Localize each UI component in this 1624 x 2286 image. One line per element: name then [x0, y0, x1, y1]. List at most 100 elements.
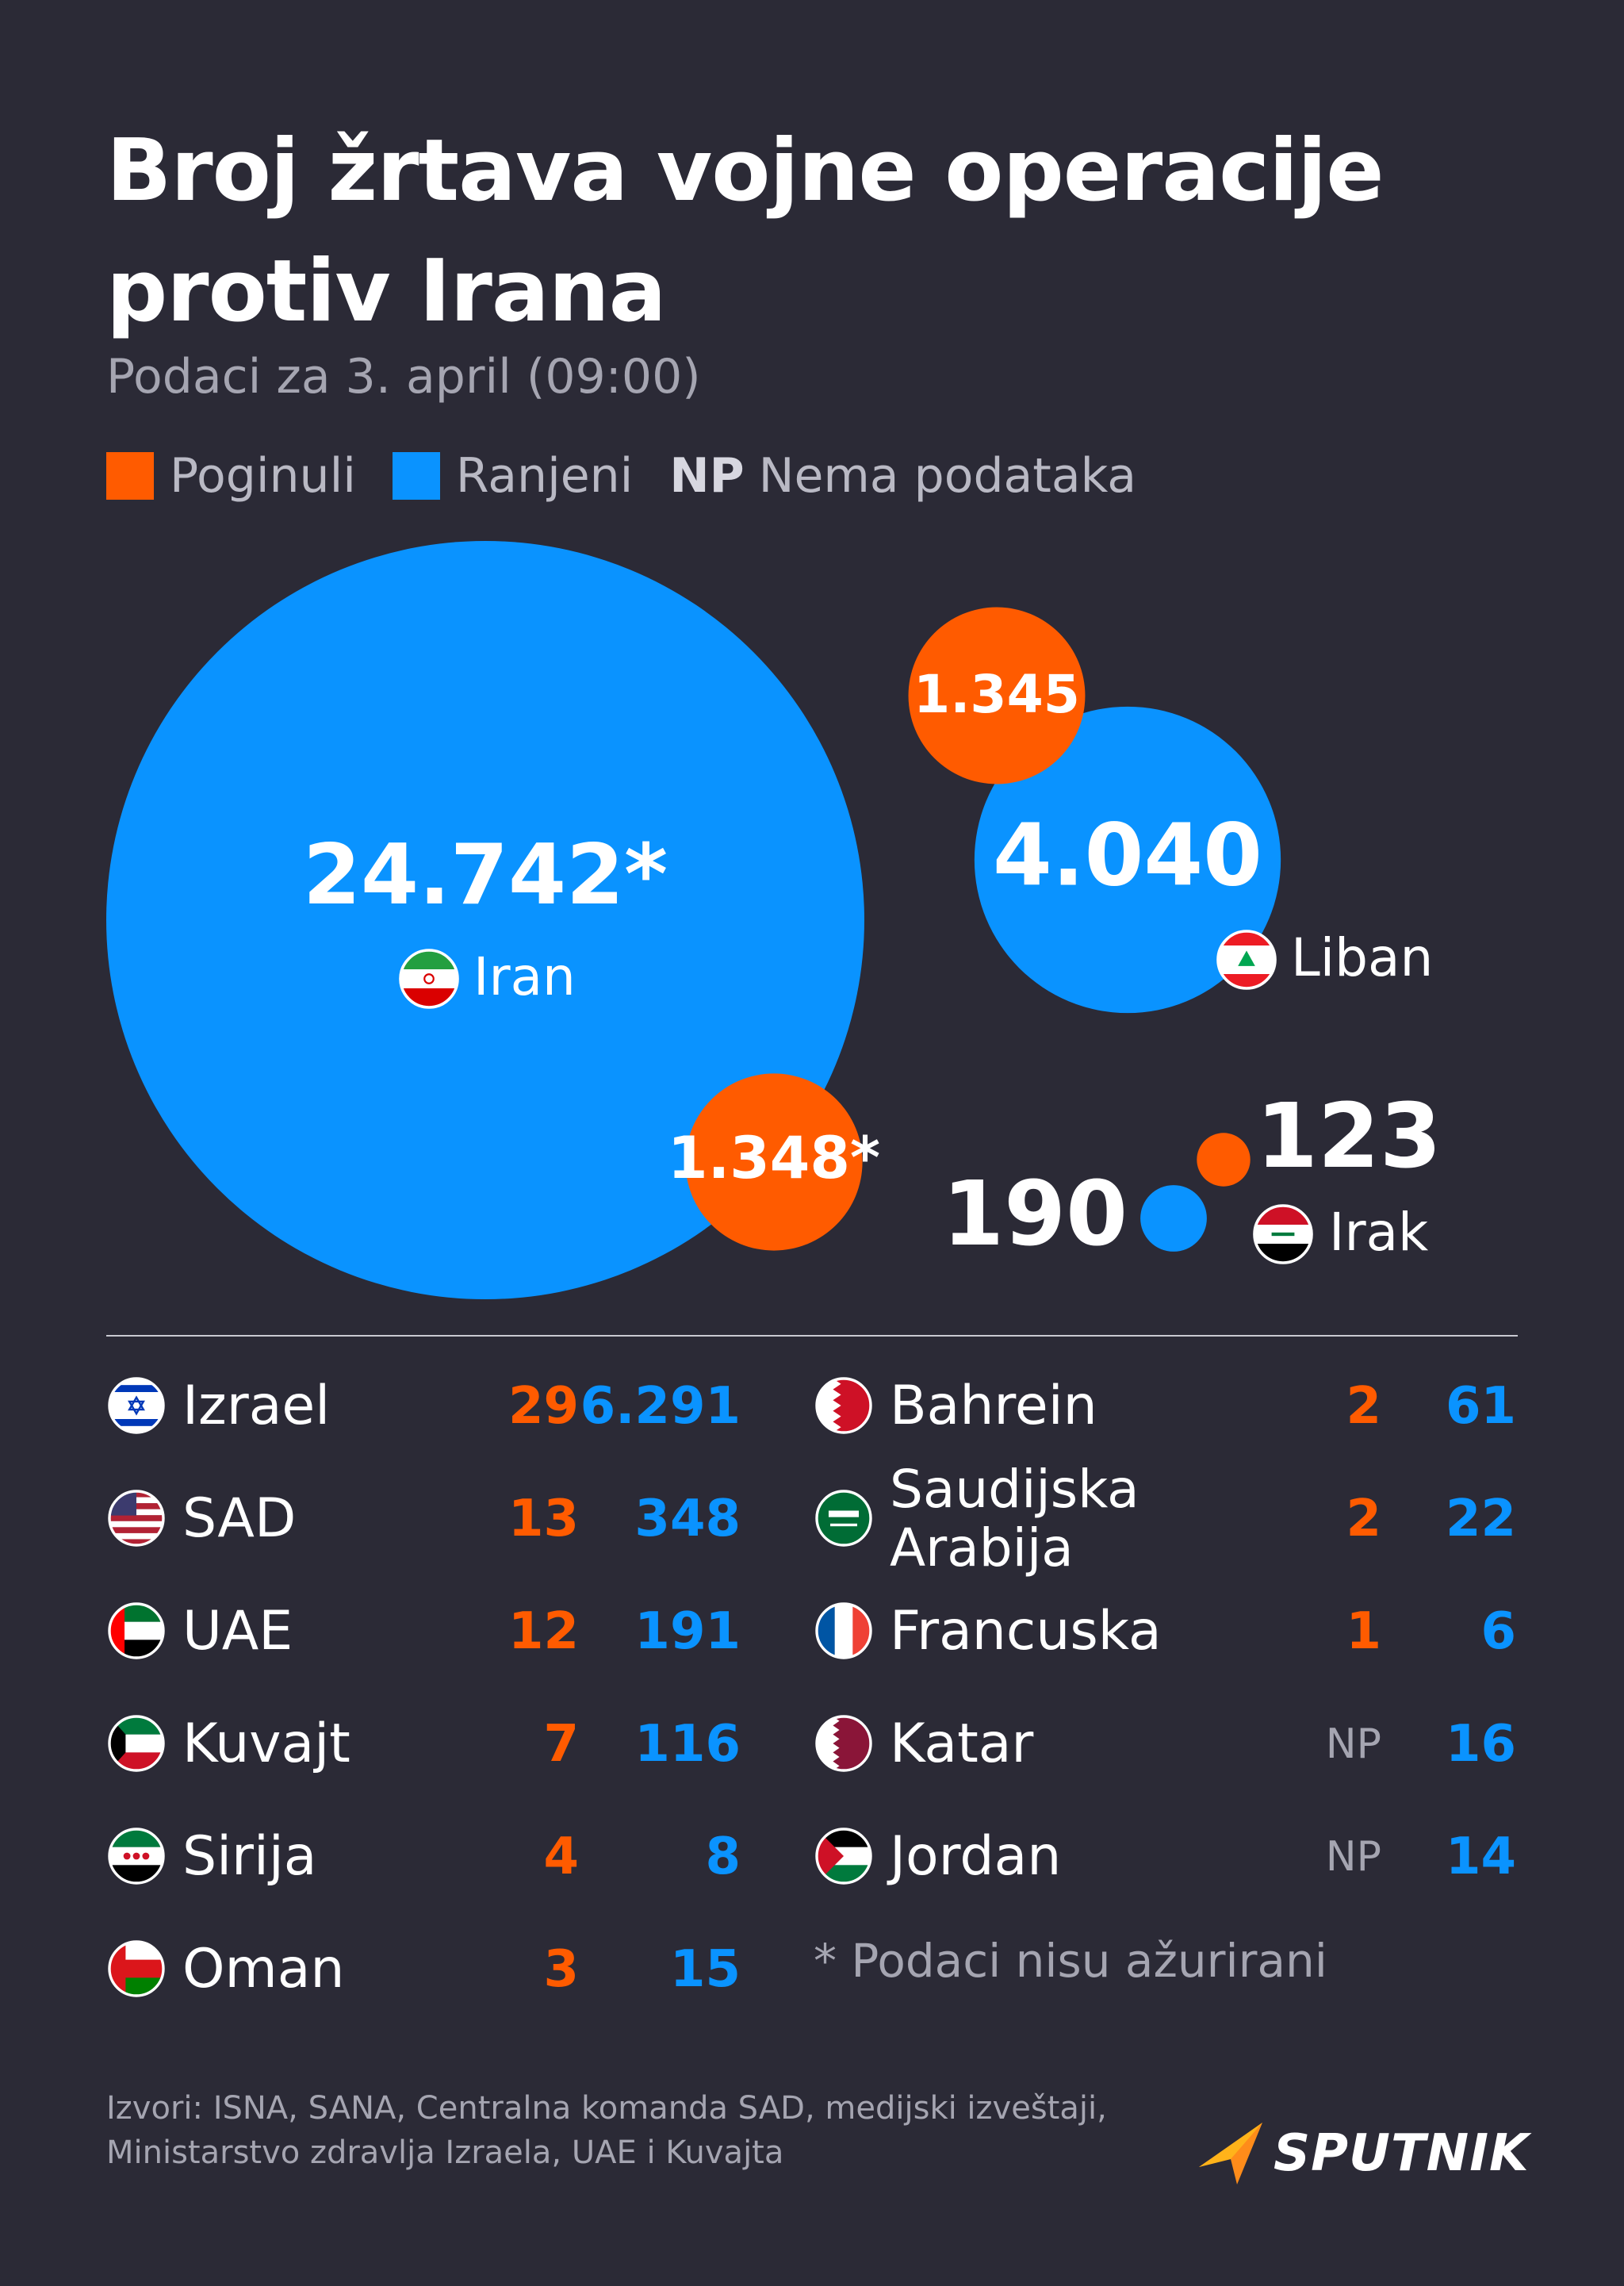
table-row: Izrael 29 6.291: [106, 1363, 741, 1450]
table-row: SAD 13 348: [106, 1475, 741, 1563]
killed-value: 2: [1346, 1377, 1381, 1436]
killed-value: NP: [1325, 1720, 1381, 1768]
country-name: Bahrein: [890, 1375, 1097, 1437]
label-iran: Iran: [473, 946, 576, 1007]
killed-value: 13: [508, 1490, 579, 1548]
bubble-wounded-iran: [106, 541, 864, 1299]
syria-flag: [108, 1828, 165, 1885]
wounded-value: 6: [1480, 1602, 1516, 1661]
legend-item-killed: Poginuli: [106, 448, 356, 504]
flag-icon: [815, 1490, 872, 1547]
france-flag: [815, 1602, 872, 1659]
table-row: Saudijska Arabija 2 22: [814, 1459, 1516, 1578]
flag-icon: [108, 1602, 165, 1659]
legend-label-wounded: Ranjeni: [455, 448, 634, 504]
killed-value: 7: [543, 1715, 579, 1774]
flag-icon: [108, 1940, 165, 1997]
country-name: Kuvajt: [182, 1713, 350, 1775]
country-name: Sirija: [182, 1825, 317, 1888]
table-row: Oman 3 15: [106, 1926, 741, 2013]
bahrain-flag: [815, 1377, 872, 1434]
uae-flag: [108, 1602, 165, 1659]
killed-value: 4: [543, 1828, 579, 1886]
flag-icon: [815, 1715, 872, 1772]
value-wounded-iraq: 190: [942, 1163, 1128, 1266]
killed-value: 1: [1346, 1602, 1381, 1661]
country-name: Oman: [182, 1938, 345, 2000]
table-row: Kuvajt 7 116: [106, 1701, 741, 1788]
qatar-flag: [815, 1715, 872, 1772]
legend-np-abbr: NP: [669, 448, 745, 504]
flag-icon: [815, 1602, 872, 1659]
sources: Izvori: ISNA, SANA, Centralna komanda SA…: [106, 2090, 1107, 2171]
legend-np-text: Nema podataka: [758, 448, 1137, 504]
table-row: Francuska 1 6: [814, 1588, 1516, 1675]
killed-value: 12: [508, 1602, 579, 1661]
iran-flag: [399, 949, 459, 1009]
flag-icon: [815, 1828, 872, 1885]
usa-flag: [108, 1490, 165, 1547]
bubble-killed-lebanon: [908, 607, 1086, 784]
country-name: Francuska: [890, 1600, 1162, 1663]
value-wounded-lebanon: 4.040: [993, 806, 1262, 905]
iraq-flag: [1253, 1204, 1313, 1264]
flag-icon: [108, 1828, 165, 1885]
legend-label-killed: Poginuli: [170, 448, 356, 504]
wounded-value: 191: [634, 1602, 741, 1661]
killed-value: 29: [508, 1377, 579, 1436]
flag-icon: [108, 1490, 165, 1547]
table-row: Katar NP 16: [814, 1701, 1516, 1788]
saudi-arabia-flag: [815, 1490, 872, 1547]
bubble-killed-iraq: [1197, 1133, 1251, 1187]
legend-swatch-killed: [106, 452, 154, 500]
country-name: Saudijska Arabija: [890, 1459, 1139, 1578]
value-wounded-iran: 24.742*: [303, 827, 668, 923]
oman-flag: [108, 1940, 165, 1997]
wounded-value: 14: [1445, 1828, 1516, 1886]
country-name: Katar: [890, 1713, 1034, 1775]
brand-name: SPUTNIK: [1274, 2124, 1530, 2183]
legend-item-np: NP Nema podataka: [669, 448, 1136, 504]
page-title: Broj žrtava vojne operacije protiv Irana: [106, 121, 1384, 341]
wounded-value: 116: [634, 1715, 741, 1774]
wounded-value: 6.291: [580, 1377, 741, 1436]
wounded-value: 8: [705, 1828, 741, 1886]
flag-icon: [108, 1377, 165, 1434]
flag-icon: [108, 1715, 165, 1772]
lebanon-flag: [1216, 930, 1277, 990]
value-killed-iraq: 123: [1256, 1085, 1442, 1188]
country-name: Jordan: [890, 1825, 1062, 1888]
sputnik-logo-icon: [1199, 2123, 1262, 2184]
israel-flag: [108, 1377, 165, 1434]
table-row: UAE 12 191: [106, 1588, 741, 1675]
wounded-value: 15: [669, 1940, 741, 1999]
killed-value: 2: [1346, 1490, 1381, 1548]
legend: Poginuli Ranjeni NP Nema podataka: [106, 446, 1173, 506]
killed-value: NP: [1325, 1833, 1381, 1881]
country-name: Izrael: [182, 1375, 331, 1437]
legend-swatch-wounded: [392, 452, 440, 500]
legend-item-wounded: Ranjeni: [392, 448, 634, 504]
wounded-value: 61: [1445, 1377, 1516, 1436]
subtitle: Podaci za 3. april (09:00): [106, 349, 701, 405]
table-row: Bahrein 2 61: [814, 1363, 1516, 1450]
table-row: Sirija 4 8: [106, 1813, 741, 1901]
label-iraq: Irak: [1329, 1202, 1429, 1263]
footnote: * Podaci nisu ažurirani: [814, 1934, 1327, 1988]
country-name: UAE: [182, 1600, 293, 1663]
wounded-value: 16: [1445, 1715, 1516, 1774]
flag-icon: [815, 1377, 872, 1434]
value-killed-iran: 1.348*: [668, 1126, 880, 1192]
bubble-chart: 24.742* Iran 1.348* 4.040 1.345 Liban 190 123 Ir…: [106, 541, 1442, 1299]
bubble-wounded-iraq: [1140, 1185, 1207, 1252]
country-name: SAD: [182, 1487, 297, 1550]
bubble-killed-iran: [685, 1073, 863, 1251]
table-row: Jordan NP 14: [814, 1813, 1516, 1901]
label-lebanon: Liban: [1291, 927, 1433, 988]
wounded-value: 22: [1445, 1490, 1516, 1548]
brand-logo: SPUTNIK: [1196, 2110, 1530, 2197]
kuwait-flag: [108, 1715, 165, 1772]
bubble-wounded-lebanon: [974, 706, 1281, 1014]
jordan-flag: [815, 1828, 872, 1885]
wounded-value: 348: [634, 1490, 741, 1548]
